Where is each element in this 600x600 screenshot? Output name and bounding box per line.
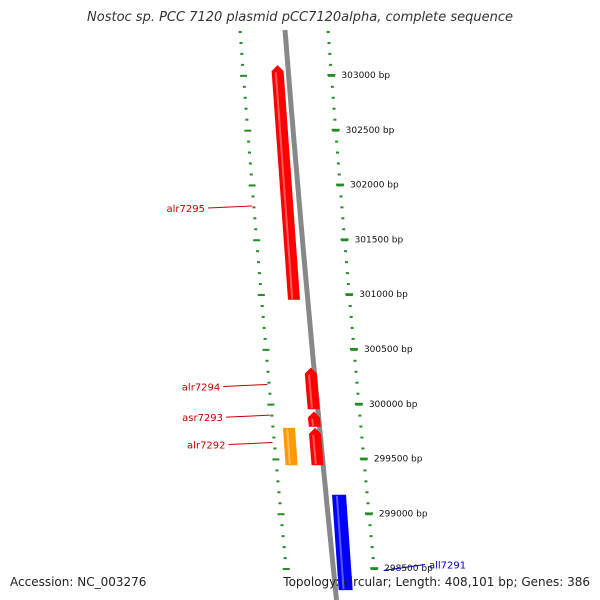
tick-label: 301500 bp (355, 235, 404, 245)
gene-label[interactable]: alr7292 (187, 441, 225, 452)
gene-asr7293[interactable] (307, 411, 321, 427)
gene-label[interactable]: alr7295 (167, 204, 205, 215)
tick-label: 300500 bp (364, 345, 413, 355)
gene-label[interactable]: alr7294 (182, 382, 220, 393)
gene-highlight (307, 374, 313, 409)
tick-label: 301000 bp (359, 290, 408, 300)
tick-label: 302500 bp (346, 126, 395, 136)
gene-unlabeled[interactable] (283, 427, 298, 466)
gene-label-leader (207, 205, 253, 209)
gene-alr7295[interactable] (271, 65, 300, 300)
tick-label: 298500 bp (384, 564, 433, 574)
plasmid-backbone (282, 29, 339, 600)
outer-ruler (326, 31, 378, 571)
tick-labels: 303000 bp 302500 bp 302000 bp 301500 bp 3010… (327, 71, 433, 574)
gene-label-leader (226, 414, 271, 418)
map-title: Nostoc sp. PCC 7120 plasmid pCC7120alpha… (87, 10, 513, 25)
gene-label-leader (223, 383, 268, 387)
gene-highlight (286, 428, 291, 465)
topology-summary: Topology: circular; Length: 408,101 bp; … (283, 575, 590, 589)
gene-alr7294[interactable] (304, 367, 320, 410)
tick-label: 303000 bp (341, 71, 390, 81)
tick-label: 302000 bp (350, 181, 399, 191)
gene-highlight (274, 72, 294, 299)
tick-label: 299000 bp (379, 509, 428, 519)
tick-label: 299500 bp (374, 455, 423, 465)
inner-ruler (238, 31, 290, 571)
gene-highlight (335, 495, 345, 590)
gene-labels: alr7295 alr7294 asr7293 alr7292 all7291 (167, 204, 467, 571)
gene-all7291[interactable] (332, 494, 353, 591)
accession-label: Accession: NC_003276 (10, 575, 147, 589)
gene-label-leader (228, 442, 273, 446)
gene-highlight (311, 418, 315, 426)
tick-label: 300000 bp (369, 400, 418, 410)
gene-highlight (312, 434, 317, 465)
gene-track (271, 65, 353, 591)
gene-label[interactable]: all7291 (429, 560, 466, 571)
gene-label-leader (383, 563, 426, 571)
gene-label[interactable]: asr7293 (182, 413, 223, 424)
gene-alr7292[interactable] (309, 427, 324, 466)
